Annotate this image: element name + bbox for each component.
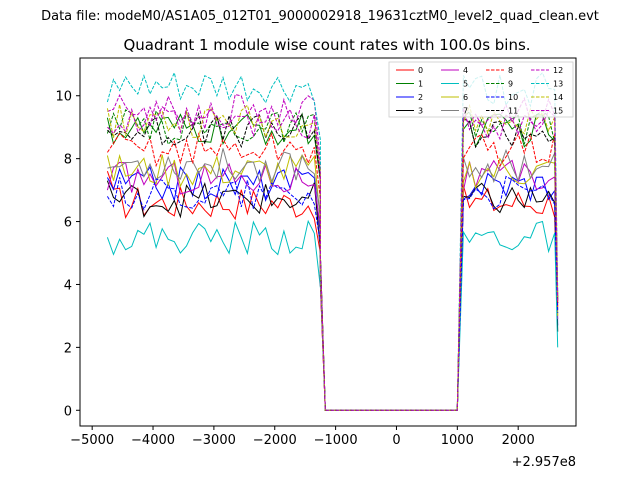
series-line-7 (107, 148, 559, 411)
legend-frame (388, 61, 574, 118)
legend-label-11: 11 (508, 107, 518, 116)
series-line-0 (106, 171, 559, 411)
legend-label-7: 7 (463, 107, 468, 116)
legend-label-15: 15 (553, 107, 563, 116)
y-tick-label: 8 (64, 153, 72, 168)
series-line-14 (106, 103, 559, 411)
series-line-15 (107, 105, 559, 411)
x-tick-label: −5000 (70, 433, 114, 448)
legend-label-2: 2 (418, 93, 423, 102)
legend-label-6: 6 (463, 93, 468, 102)
x-axis: −5000 −4000 −3000 −2000 −1000 0 1000 2000 (70, 426, 535, 448)
suptitle: Data file: modeM0/AS1A05_012T01_90000029… (41, 9, 599, 24)
legend-label-3: 3 (418, 107, 423, 116)
x-tick-label: −2000 (253, 433, 297, 448)
series-line-2 (106, 165, 559, 411)
series-layer (106, 71, 559, 411)
x-tick-label: 0 (392, 433, 400, 448)
series-line-13 (106, 71, 559, 411)
y-tick-label: 6 (64, 216, 72, 231)
x-offset-text: +2.957e8 (512, 455, 576, 470)
x-tick-label: 1000 (441, 433, 474, 448)
series-line-10 (106, 175, 559, 411)
series-line-5 (106, 219, 559, 411)
legend-label-12: 12 (553, 66, 563, 75)
legend-label-1: 1 (418, 80, 423, 89)
y-tick-label: 10 (55, 90, 72, 105)
y-tick-label: 4 (64, 278, 72, 293)
series-line-9 (106, 109, 559, 411)
y-tick-label: 0 (64, 404, 72, 419)
x-tick-label: −4000 (131, 433, 175, 448)
legend-label-8: 8 (508, 66, 513, 75)
x-tick-label: −1000 (314, 433, 358, 448)
legend-label-14: 14 (553, 93, 563, 102)
axes-frame (79, 57, 577, 427)
x-tick-label: −3000 (192, 433, 236, 448)
y-tick-label: 2 (64, 341, 72, 356)
chart-title: Quadrant 1 module wise count rates with … (123, 36, 530, 54)
legend-label-5: 5 (463, 80, 468, 89)
legend-label-9: 9 (508, 80, 513, 89)
legend-label-10: 10 (508, 93, 518, 102)
legend-label-0: 0 (418, 66, 423, 75)
series-line-3 (106, 180, 559, 411)
series-line-8 (106, 132, 559, 411)
legend-label-4: 4 (463, 66, 468, 75)
legend-label-13: 13 (553, 80, 563, 89)
y-axis: 0 2 4 6 8 10 (55, 90, 80, 419)
x-tick-label: 2000 (502, 433, 535, 448)
